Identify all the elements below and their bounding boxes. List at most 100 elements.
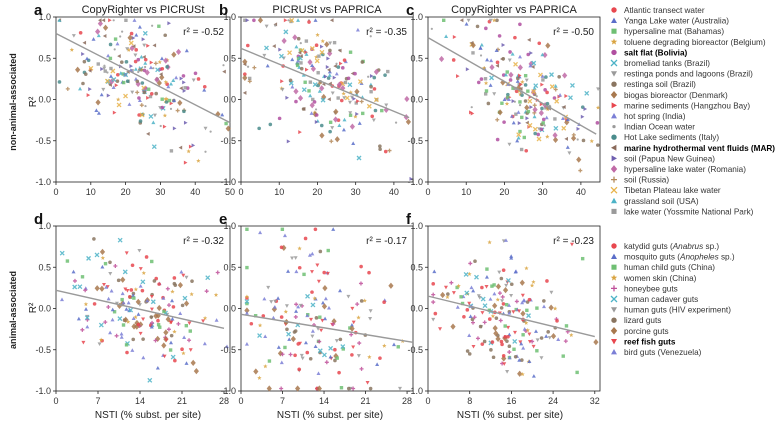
data-point-a <box>159 56 164 61</box>
data-point-c <box>552 132 558 139</box>
data-point-b <box>383 106 389 113</box>
data-point-f <box>431 292 436 297</box>
data-point-e <box>331 227 336 231</box>
x-axis-label-e: NSTI (% subst. per site) <box>277 410 383 421</box>
y-tick-label: 0.5 <box>223 262 236 272</box>
data-point-e <box>262 296 267 301</box>
legend-item-top-10: hot spring (India) <box>611 112 686 121</box>
data-point-a <box>143 61 148 65</box>
data-point-c <box>539 127 544 132</box>
x-tick-label: 28 <box>402 396 412 406</box>
data-point-c <box>558 93 563 97</box>
data-point-b <box>328 48 332 53</box>
data-point-a <box>142 90 147 95</box>
data-point-c <box>520 93 524 97</box>
data-point-c <box>503 72 508 77</box>
data-point-b <box>335 62 338 65</box>
data-point-c <box>483 80 489 86</box>
data-point-f <box>530 339 535 344</box>
data-point-f <box>470 320 475 325</box>
panel-d: -1.0 -0.5 0.0 0.5 1.0 0 7 14 21 28 r² = -0.32 d <box>34 211 231 406</box>
data-point-c <box>576 126 581 131</box>
data-point-e <box>294 309 299 313</box>
data-point-e <box>314 316 319 320</box>
data-point-d <box>85 324 90 329</box>
data-point-f <box>503 324 507 328</box>
data-point-b <box>405 118 412 125</box>
data-point-c <box>531 89 537 94</box>
panel-title-c: CopyRighter vs PAPRICA <box>451 4 577 16</box>
data-point-b <box>340 84 346 92</box>
data-point-d <box>170 289 175 294</box>
data-point-f <box>580 256 585 261</box>
data-point-c <box>549 84 555 90</box>
data-point-a <box>183 160 188 165</box>
data-point-b <box>361 111 365 116</box>
y-tick-label: 0.0 <box>223 304 236 314</box>
data-point-f <box>527 332 532 337</box>
data-point-d <box>77 284 83 290</box>
panel-letter-f: f <box>406 211 412 228</box>
data-point-b <box>314 43 319 48</box>
data-point-b <box>386 69 390 74</box>
legend-item-top-9: marine sediments (Hangzhou Bay) <box>611 101 750 110</box>
data-point-c <box>489 75 495 81</box>
data-point-f <box>546 330 550 334</box>
data-point-c <box>518 54 523 59</box>
trend-line-f <box>427 295 595 338</box>
data-point-a <box>65 86 70 91</box>
legend-label: hypersaline mat (Bahamas) <box>624 27 724 36</box>
data-point-a <box>191 143 196 148</box>
data-point-a <box>163 96 169 101</box>
data-point-a <box>97 20 103 27</box>
y-tick-label: 0.0 <box>410 304 423 314</box>
y-tick-label: -0.5 <box>35 345 51 355</box>
data-point-d <box>138 284 143 288</box>
data-point-b <box>380 108 384 113</box>
data-point-d <box>59 250 65 256</box>
data-point-b <box>356 99 360 104</box>
data-point-f <box>527 297 532 302</box>
data-point-e <box>300 356 305 361</box>
data-point-d <box>133 287 139 292</box>
data-point-e <box>310 334 315 339</box>
data-point-c <box>513 61 519 67</box>
data-point-f <box>477 295 482 300</box>
data-point-d <box>214 318 219 322</box>
data-point-e <box>326 248 330 253</box>
legend-label: Atlantic transect water <box>624 6 705 15</box>
data-point-c <box>489 64 495 71</box>
data-point-d <box>120 276 126 283</box>
data-point-a <box>181 74 186 78</box>
data-point-c <box>513 35 517 40</box>
x-tick-label: 0 <box>238 187 243 197</box>
data-point-b <box>319 85 325 92</box>
data-point-a <box>152 67 155 70</box>
data-point-c <box>469 110 473 115</box>
data-point-b <box>281 37 287 44</box>
x-tick-label: 30 <box>538 187 548 197</box>
data-point-f <box>544 334 549 338</box>
data-point-d <box>125 350 129 355</box>
data-point-b <box>346 76 351 81</box>
data-point-e <box>280 352 285 357</box>
data-point-b <box>272 44 276 49</box>
data-point-a <box>160 67 165 71</box>
data-point-c <box>595 105 601 110</box>
data-point-a <box>116 102 122 108</box>
data-point-b <box>252 18 256 23</box>
data-point-c <box>545 42 551 49</box>
data-point-f <box>471 344 476 349</box>
x-tick-label: 0 <box>53 187 58 197</box>
data-point-a <box>171 51 177 58</box>
data-point-b <box>242 90 247 95</box>
data-point-f <box>507 355 512 360</box>
legend-marker-icon <box>610 326 618 335</box>
data-point-f <box>465 308 470 312</box>
data-point-a <box>108 74 113 78</box>
data-point-a <box>139 103 144 108</box>
legend-marker-icon <box>611 208 617 214</box>
data-point-e <box>333 347 337 352</box>
data-point-f <box>449 280 454 285</box>
data-point-c <box>549 72 554 78</box>
